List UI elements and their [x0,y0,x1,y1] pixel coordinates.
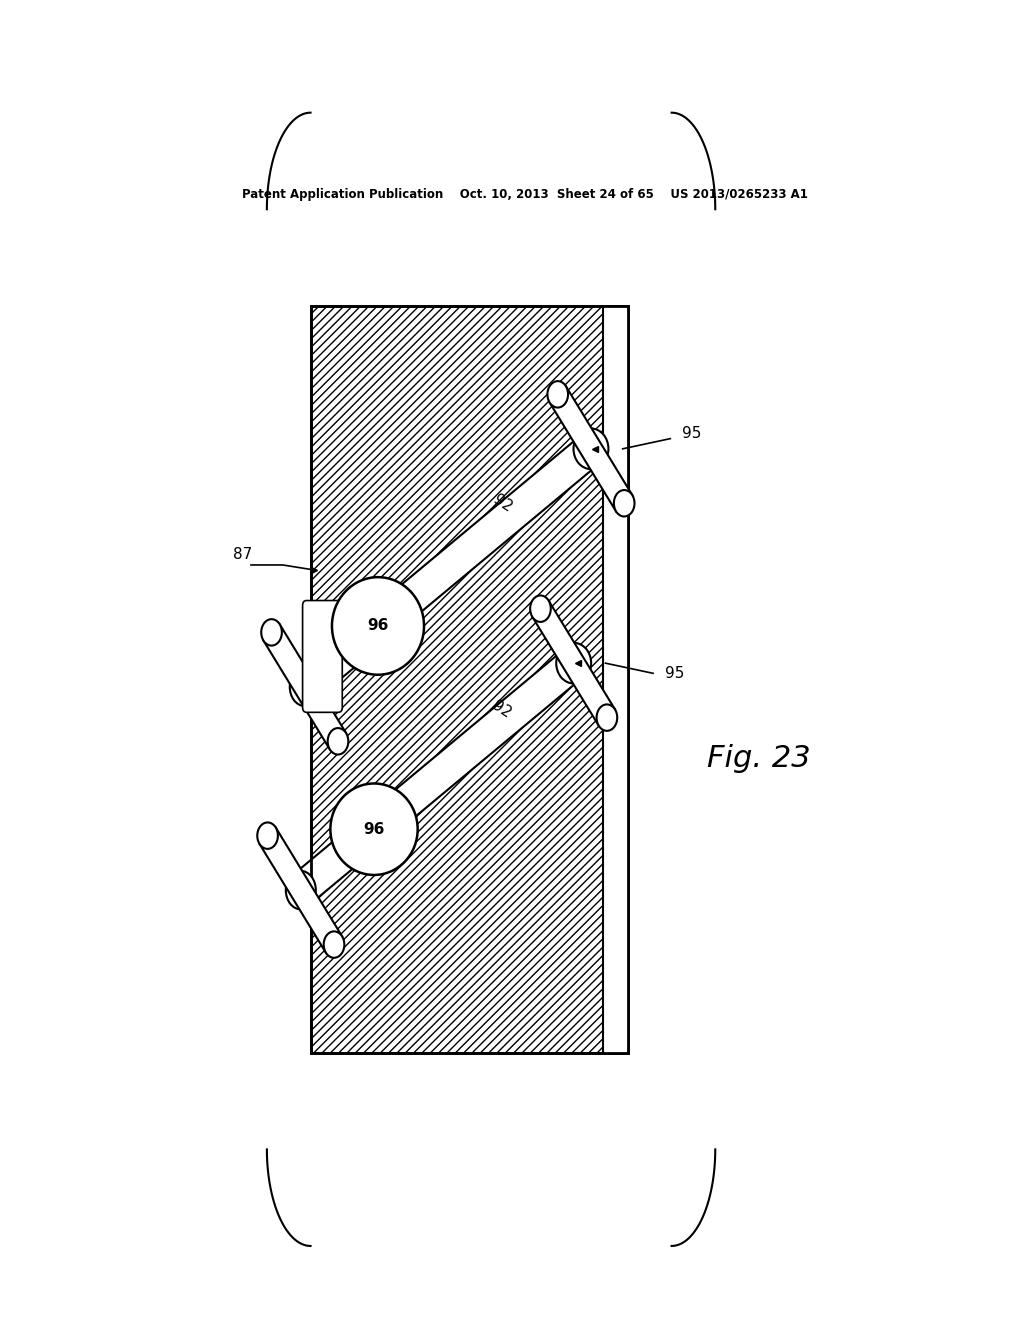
Polygon shape [263,624,346,750]
Bar [310,306,628,1053]
Ellipse shape [575,429,606,469]
Ellipse shape [332,577,424,675]
Ellipse shape [597,705,617,731]
Polygon shape [371,433,599,642]
Ellipse shape [559,644,589,682]
Ellipse shape [359,810,389,849]
Text: 96: 96 [364,822,385,837]
Text: Patent Application Publication    Oct. 10, 2013  Sheet 24 of 65    US 2013/02652: Patent Application Publication Oct. 10, … [242,189,808,202]
Ellipse shape [362,607,393,645]
Ellipse shape [362,607,393,645]
Ellipse shape [328,729,348,755]
Polygon shape [293,814,382,906]
Ellipse shape [573,429,608,469]
Polygon shape [297,611,386,702]
Polygon shape [367,648,582,845]
Ellipse shape [286,871,315,909]
Ellipse shape [359,810,389,849]
Ellipse shape [331,784,418,875]
Ellipse shape [261,619,282,645]
Polygon shape [550,387,632,511]
Text: 92: 92 [489,698,514,721]
Polygon shape [259,828,342,953]
FancyBboxPatch shape [303,601,342,713]
Text: 95: 95 [665,665,684,681]
Text: Fig. 23: Fig. 23 [708,743,811,772]
Text: 92: 92 [490,491,515,515]
Ellipse shape [556,643,591,684]
Ellipse shape [530,595,551,622]
Ellipse shape [324,932,344,958]
Ellipse shape [613,490,635,516]
Ellipse shape [257,822,278,849]
Text: 87: 87 [233,548,253,562]
Polygon shape [532,601,615,726]
Text: 95: 95 [682,426,701,441]
Ellipse shape [548,381,568,408]
Bar [602,306,628,1053]
Text: 96: 96 [368,619,389,634]
Ellipse shape [290,668,319,706]
